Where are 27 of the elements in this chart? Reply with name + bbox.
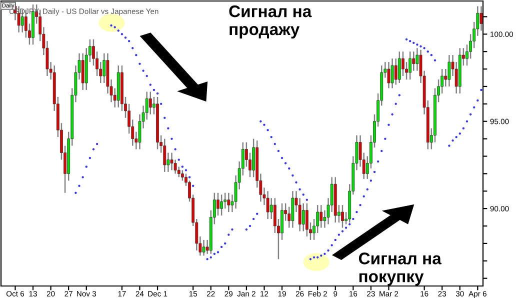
candlestick xyxy=(341,204,344,228)
candlestick xyxy=(227,192,230,213)
candlestick xyxy=(170,152,174,171)
candlestick xyxy=(220,194,223,216)
candlestick xyxy=(305,202,308,238)
candlestick xyxy=(480,6,483,32)
candlestick xyxy=(148,91,152,115)
annotation: Сигнал на продажу xyxy=(229,5,312,38)
candlestick xyxy=(252,138,256,178)
candlestick xyxy=(291,190,294,228)
candlestick xyxy=(412,50,416,72)
candlestick xyxy=(266,190,270,220)
candlestick xyxy=(302,202,305,232)
candlestick xyxy=(102,52,106,84)
candlestick xyxy=(402,50,404,77)
candlestick xyxy=(163,138,166,173)
candlestick xyxy=(448,54,451,88)
candlestick xyxy=(81,52,84,91)
candlestick xyxy=(202,239,206,256)
candlestick xyxy=(398,50,401,84)
candlestick xyxy=(390,58,394,89)
candlestick xyxy=(408,50,412,80)
candlestick xyxy=(216,192,220,216)
candlestick xyxy=(320,204,323,228)
candlestick xyxy=(387,61,390,89)
annotation: Сигнал на покупку xyxy=(358,252,442,286)
candlestick xyxy=(394,58,398,86)
